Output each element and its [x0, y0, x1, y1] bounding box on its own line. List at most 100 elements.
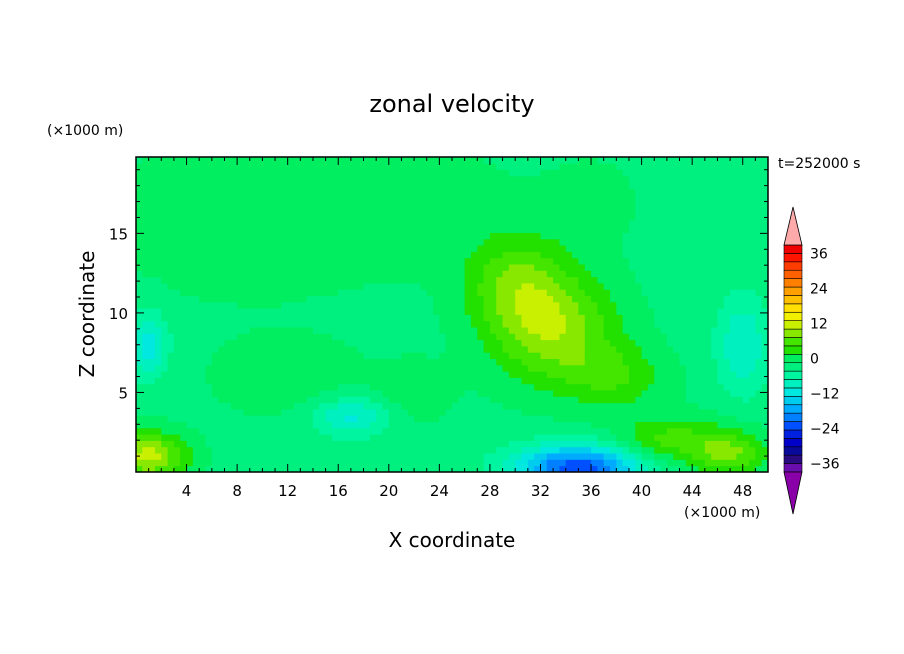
field-cell: [407, 320, 415, 328]
field-cell: [439, 213, 447, 221]
field-cell: [483, 232, 491, 240]
field-cell: [489, 402, 497, 410]
field-cell: [186, 213, 194, 221]
field-cell: [603, 314, 611, 322]
field-cell: [192, 194, 200, 202]
field-cell: [382, 163, 390, 170]
field-cell: [553, 327, 560, 334]
field-cell: [350, 459, 358, 467]
field-cell: [256, 427, 263, 435]
field-cell: [388, 440, 396, 448]
field-cell: [414, 314, 421, 322]
field-cell: [635, 232, 642, 240]
field-cell: [489, 220, 497, 227]
field-cell: [148, 352, 156, 359]
field-cell: [205, 421, 213, 429]
field-cell: [426, 201, 434, 208]
field-cell: [452, 245, 459, 252]
field-cell: [180, 415, 187, 422]
field-cell: [382, 220, 390, 227]
field-cell: [660, 163, 668, 170]
field-cell: [673, 308, 680, 315]
field-cell: [407, 364, 415, 372]
field-cell: [749, 390, 756, 397]
field-cell: [268, 182, 276, 189]
field-cell: [300, 251, 308, 259]
field-cell: [180, 188, 187, 196]
field-cell: [445, 377, 453, 385]
field-cell: [761, 390, 769, 397]
field-cell: [420, 459, 428, 467]
field-cell: [205, 453, 213, 460]
field-cell: [401, 327, 409, 334]
field-cell: [407, 371, 415, 378]
field-cell: [730, 157, 737, 164]
field-cell: [173, 377, 181, 385]
field-cell: [338, 194, 345, 202]
field-cell: [256, 220, 263, 227]
field-cell: [559, 358, 567, 366]
field-cell: [395, 232, 402, 240]
field-cell: [338, 276, 345, 284]
field-cell: [660, 396, 668, 404]
field-cell: [180, 352, 187, 359]
field-cell: [546, 339, 554, 347]
field-cell: [249, 207, 257, 215]
field-cell: [521, 175, 529, 183]
field-cell: [742, 175, 750, 183]
field-cell: [338, 270, 345, 278]
field-cell: [584, 421, 592, 429]
field-cell: [704, 169, 712, 177]
field-cell: [369, 327, 377, 334]
field-cell: [237, 251, 244, 259]
field-cell: [262, 289, 270, 296]
field-cell: [622, 453, 630, 460]
field-cell: [142, 175, 150, 183]
field-cell: [186, 383, 194, 391]
field-cell: [414, 157, 421, 164]
field-cell: [230, 446, 238, 454]
field-cell: [666, 383, 674, 391]
field-cell: [527, 383, 535, 391]
field-cell: [591, 157, 598, 164]
field-cell: [730, 446, 737, 454]
field-cell: [749, 446, 756, 454]
field-cell: [489, 264, 497, 271]
field-cell: [755, 415, 763, 422]
field-cell: [698, 238, 706, 246]
field-cell: [736, 226, 744, 233]
field-cell: [369, 220, 377, 227]
field-cell: [591, 238, 598, 246]
field-cell: [331, 213, 339, 221]
field-cell: [711, 465, 718, 473]
field-cell: [237, 427, 244, 435]
field-cell: [635, 257, 642, 265]
field-cell: [452, 390, 459, 397]
field-cell: [723, 371, 731, 378]
field-cell: [287, 402, 295, 410]
field-cell: [673, 440, 680, 448]
field-cell: [723, 364, 731, 372]
field-cell: [407, 465, 415, 473]
field-cell: [565, 371, 573, 378]
field-cell: [445, 251, 453, 259]
field-cell: [395, 251, 402, 259]
field-cell: [243, 301, 251, 309]
field-cell: [388, 245, 396, 252]
field-cell: [281, 257, 289, 265]
field-cell: [534, 390, 541, 397]
field-cell: [388, 459, 396, 467]
field-cell: [357, 238, 364, 246]
field-cell: [230, 339, 238, 347]
field-cell: [192, 409, 200, 416]
field-cell: [616, 409, 624, 416]
field-cell: [527, 232, 535, 240]
field-cell: [148, 440, 156, 448]
field-cell: [312, 396, 320, 404]
field-cell: [376, 270, 383, 278]
field-cell: [483, 289, 491, 296]
field-cell: [180, 459, 187, 467]
field-cell: [306, 301, 314, 309]
field-cell: [357, 440, 364, 448]
field-cell: [401, 295, 409, 303]
